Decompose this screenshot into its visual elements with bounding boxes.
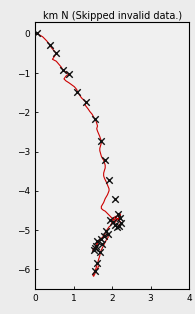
Point (92, 248, 95, 253)
Point (100, 236, 103, 241)
Point (104, 158, 107, 163)
Point (114, 196, 117, 201)
Point (93, 245, 96, 250)
Point (107, 177, 111, 182)
Point (61, 67, 64, 72)
Point (98, 249, 101, 254)
Point (48, 42, 51, 47)
Point (119, 220, 122, 225)
Point (93, 269, 96, 274)
Title: km N (Skipped invalid data.): km N (Skipped invalid data.) (43, 11, 182, 21)
Point (96, 261, 99, 266)
Point (76, 89, 79, 94)
Point (93, 117, 96, 122)
Point (35, 30, 39, 35)
Point (107, 231, 110, 236)
Point (109, 218, 112, 223)
Point (94, 243, 98, 248)
Point (118, 216, 121, 221)
Point (100, 138, 103, 143)
Point (84, 100, 88, 105)
Point (102, 233, 105, 238)
Point (67, 71, 71, 76)
Point (101, 241, 104, 246)
Point (96, 238, 99, 243)
Point (55, 51, 58, 56)
Point (118, 224, 121, 229)
Point (114, 223, 117, 228)
Point (116, 211, 120, 216)
Point (105, 228, 108, 233)
Point (115, 224, 118, 229)
Point (111, 219, 114, 225)
